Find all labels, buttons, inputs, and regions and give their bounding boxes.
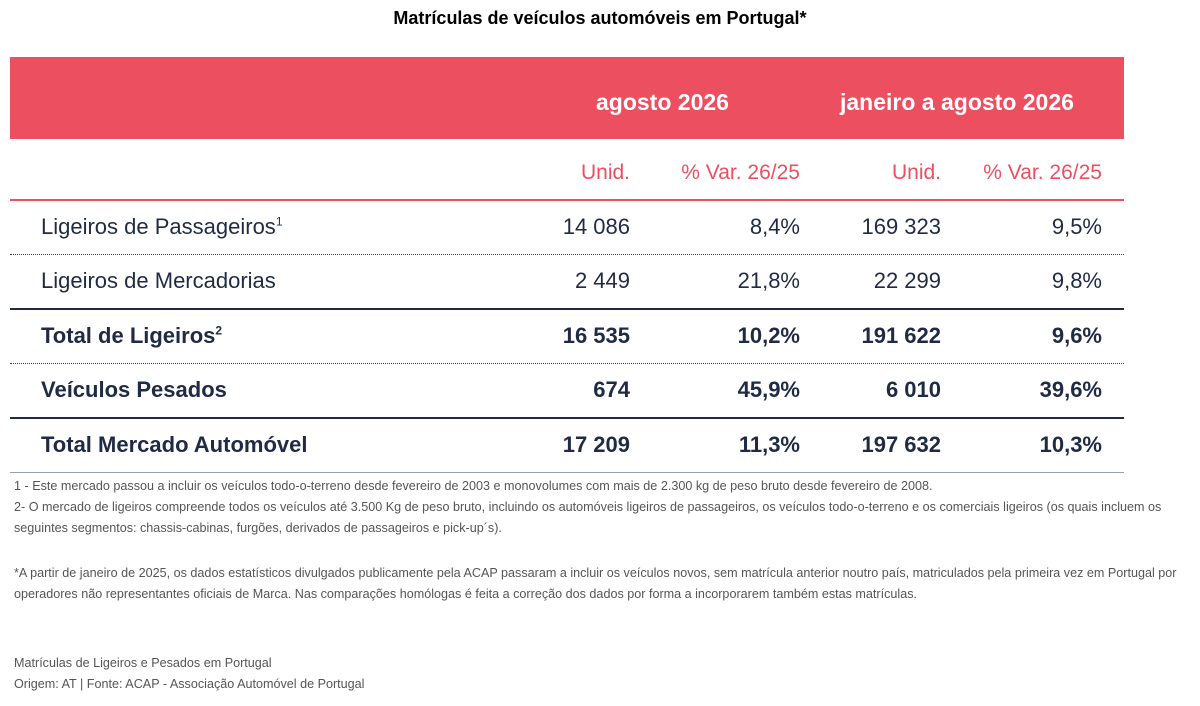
cell-units-month: 674: [593, 377, 630, 402]
cell-var-month: 11,3%: [738, 432, 800, 457]
cell-units-ytd: 169 323: [861, 214, 941, 239]
table-row: Veículos Pesados 674 45,9% 6 010 39,6%: [10, 364, 1124, 419]
footnote-1: 1 - Este mercado passou a incluir os veí…: [14, 479, 933, 493]
footnote-2: 2- O mercado de ligeiros compreende todo…: [14, 500, 1162, 535]
source-line-origin: Origem: AT | Fonte: ACAP - Associação Au…: [14, 677, 365, 691]
cell-var-ytd: 10,3%: [1039, 432, 1102, 457]
footnotes: 1 - Este mercado passou a incluir os veí…: [14, 476, 1194, 539]
column-subheader-row: Unid. % Var. 26/25 Unid. % Var. 26/25: [10, 139, 1124, 201]
cell-units-month: 16 535: [562, 323, 630, 348]
cell-var-ytd: 39,6%: [1039, 377, 1102, 402]
cell-units-month: 17 209: [562, 432, 630, 457]
cell-units-ytd: 22 299: [873, 268, 941, 293]
table-row: Ligeiros de Passageiros1 14 086 8,4% 169…: [10, 201, 1124, 255]
table-row-total-light: Total de Ligeiros2 16 535 10,2% 191 622 …: [10, 310, 1124, 364]
row-label-text: Total de Ligeiros: [41, 323, 216, 348]
asterisk-note: *A partir de janeiro de 2025, os dados e…: [14, 566, 1177, 601]
page-title: Matrículas de veículos automóveis em Por…: [393, 8, 807, 28]
period-header-month: agosto 2026: [596, 89, 729, 115]
row-label: Veículos Pesados: [41, 377, 227, 402]
subheader-var-month: % Var. 26/25: [681, 161, 800, 184]
row-label: Ligeiros de Mercadorias: [41, 268, 276, 293]
cell-var-month: 45,9%: [737, 377, 800, 402]
source-line-title: Matrículas de Ligeiros e Pesados em Port…: [14, 656, 272, 670]
footnote-marker: 1: [275, 214, 283, 229]
cell-units-ytd: 191 622: [861, 323, 941, 348]
subheader-var-ytd: % Var. 26/25: [983, 161, 1102, 184]
cell-units-month: 14 086: [562, 214, 630, 239]
period-header-band: agosto 2026 janeiro a agosto 2026: [10, 57, 1124, 139]
cell-var-ytd: 9,6%: [1051, 323, 1102, 348]
cell-var-ytd: 9,5%: [1051, 214, 1102, 239]
cell-var-month: 8,4%: [749, 214, 800, 239]
subheader-units-ytd: Unid.: [891, 161, 941, 184]
cell-var-ytd: 9,8%: [1051, 268, 1102, 293]
cell-units-ytd: 197 632: [861, 432, 941, 457]
row-label: Total de Ligeiros2: [41, 323, 222, 349]
footnote-marker: 2: [215, 323, 223, 338]
table-row: Ligeiros de Mercadorias 2 449 21,8% 22 2…: [10, 255, 1124, 310]
cell-var-month: 10,2%: [737, 323, 800, 348]
cell-units-month: 2 449: [574, 268, 630, 293]
row-label: Ligeiros de Passageiros1: [41, 214, 283, 240]
source-info: Matrículas de Ligeiros e Pesados em Port…: [14, 653, 1194, 695]
cell-units-ytd: 6 010: [885, 377, 941, 402]
registrations-table: agosto 2026 janeiro a agosto 2026 Unid. …: [10, 57, 1124, 473]
cell-var-month: 21,8%: [737, 268, 800, 293]
period-header-ytd: janeiro a agosto 2026: [840, 89, 1074, 115]
subheader-units-month: Unid.: [580, 161, 630, 184]
row-label: Total Mercado Automóvel: [41, 432, 308, 457]
row-label-text: Ligeiros de Passageiros: [41, 214, 276, 239]
table-row-total-market: Total Mercado Automóvel 17 209 11,3% 197…: [10, 419, 1124, 473]
